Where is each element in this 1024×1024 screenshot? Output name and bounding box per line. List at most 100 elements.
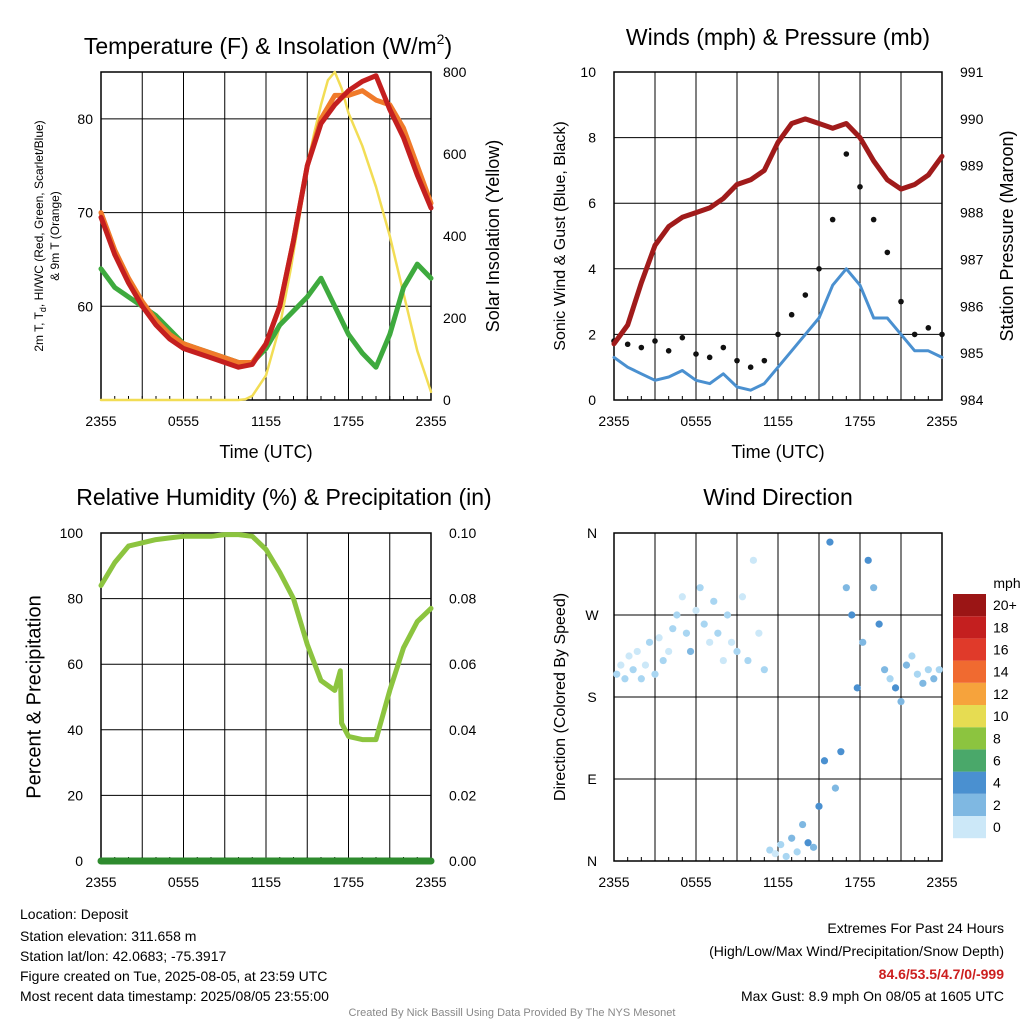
direction-point (749, 556, 758, 564)
direction-point (617, 661, 625, 669)
direction-point (771, 850, 779, 858)
y2-tick-label: 985 (960, 345, 984, 361)
x-tick-label: 0555 (168, 874, 199, 890)
gust-point (734, 357, 740, 364)
direction-point (859, 638, 867, 646)
x-tick-label: 2355 (598, 874, 629, 890)
direction-point (870, 584, 878, 592)
plot-frame-1 (613, 71, 943, 401)
chart-title-winds: Winds (mph) & Pressure (mb) (626, 24, 930, 50)
direction-point (678, 593, 686, 601)
y2-tick-label: 986 (960, 298, 984, 314)
gust-point (706, 354, 713, 361)
meteogram-figure: 2355 0555 1155 1755 23556070800200400600800T… (23, 24, 1020, 890)
plot-frame-3 (613, 532, 943, 862)
y2-tick-label: 991 (960, 64, 984, 80)
gust-point (802, 292, 809, 298)
direction-point (897, 697, 905, 706)
direction-point (886, 675, 894, 683)
colorbar-label: 16 (993, 642, 1009, 658)
y-axis-label-rest: , HI/WC (Red, Green, Scarlet/Blue) (32, 120, 46, 307)
direction-point (848, 611, 856, 619)
y-tick-label: W (585, 607, 599, 623)
x-axis-label: Time (UTC) (219, 442, 312, 462)
direction-point (710, 597, 718, 605)
sonic-wind-line (612, 267, 944, 392)
direction-point (673, 611, 681, 619)
x-tick-label: 2355 (598, 413, 629, 429)
colorbar-swatch (953, 705, 986, 728)
direction-point (881, 666, 889, 674)
y2-axis-label: Solar Insolation (Yellow) (483, 140, 503, 332)
max-gust-label: Max Gust: 8.9 mph On 08/05 at 1605 UTC (740, 988, 1004, 1004)
y2-tick-label: 200 (443, 310, 467, 326)
colorbar-label: 2 (993, 797, 1001, 813)
y-tick-label: 0 (75, 853, 83, 869)
y2-tick-label: 0.02 (449, 787, 476, 803)
y-tick-label: 80 (67, 591, 83, 607)
gust-point (761, 357, 768, 364)
x-tick-label: 0555 (680, 874, 711, 890)
recent-data-label: Most recent data timestamp: 2025/08/05 2… (20, 988, 329, 1004)
colorbar-swatch (953, 749, 986, 772)
colorbar-label: 6 (993, 753, 1001, 769)
chart-title-humidity: Relative Humidity (%) & Precipitation (i… (76, 484, 491, 510)
x-tick-label: 2355 (926, 874, 957, 890)
direction-point (842, 584, 850, 592)
direction-point (629, 666, 637, 674)
x-tick-label: 2355 (926, 413, 957, 429)
direction-point (864, 556, 872, 564)
y2-tick-label: 984 (960, 392, 984, 408)
y-tick-label: 80 (77, 111, 93, 127)
gust-point (816, 266, 822, 272)
direction-point (908, 652, 916, 660)
direction-point (891, 684, 900, 692)
y-tick-label: 0 (588, 392, 596, 408)
colorbar-swatch (953, 816, 986, 839)
gust-point (829, 216, 836, 223)
y-axis-label: Sonic Wind & Gust (Blue, Black) (552, 121, 569, 350)
plot-frame-0 (100, 71, 432, 401)
y2-tick-label: 0.00 (449, 853, 476, 869)
direction-point (719, 656, 727, 665)
y2-tick-label: 600 (443, 146, 467, 162)
direction-point (820, 757, 829, 765)
extremes-title: Extremes For Past 24 Hours (827, 920, 1004, 936)
y-tick-label: 2 (588, 326, 596, 342)
direction-point (837, 748, 845, 756)
y-tick-label: 60 (77, 298, 93, 314)
x-tick-label: 1755 (333, 413, 364, 429)
y-axis-label: Percent & Precipitation (23, 595, 45, 798)
direction-point (692, 606, 700, 615)
colorbar-swatch (953, 793, 986, 816)
direction-point (733, 647, 741, 656)
direction-point (613, 670, 621, 678)
y-tick-label: 40 (67, 722, 83, 738)
colorbar-label: 8 (993, 730, 1001, 746)
direction-point (788, 834, 796, 842)
gust-point (788, 311, 795, 318)
colorbar-swatch (953, 638, 986, 661)
gust-point (843, 151, 850, 157)
y2-tick-label: 987 (960, 251, 984, 267)
direction-point (831, 784, 840, 792)
gust-point (747, 364, 754, 371)
direction-point (815, 802, 823, 810)
x-tick-label: 1755 (844, 874, 875, 890)
latlon-label: Station lat/lon: 42.0683; -75.3917 (20, 948, 227, 964)
gust-point (898, 298, 904, 305)
gust-point (884, 249, 891, 256)
x-tick-label: 1755 (333, 874, 364, 890)
gust-point (679, 334, 686, 341)
direction-point (793, 848, 801, 856)
y2-tick-label: 0.08 (449, 591, 476, 607)
y-tick-label: S (587, 689, 596, 705)
direction-point (621, 675, 629, 683)
elevation-label: Station elevation: 311.658 m (20, 928, 197, 944)
x-tick-label: 2355 (85, 413, 116, 429)
direction-point (700, 620, 708, 628)
direction-point (655, 634, 663, 642)
x-tick-label: 1155 (251, 413, 281, 429)
y-axis-label-left-2: & 9m T (Orange) (48, 191, 62, 281)
direction-point (826, 538, 834, 546)
